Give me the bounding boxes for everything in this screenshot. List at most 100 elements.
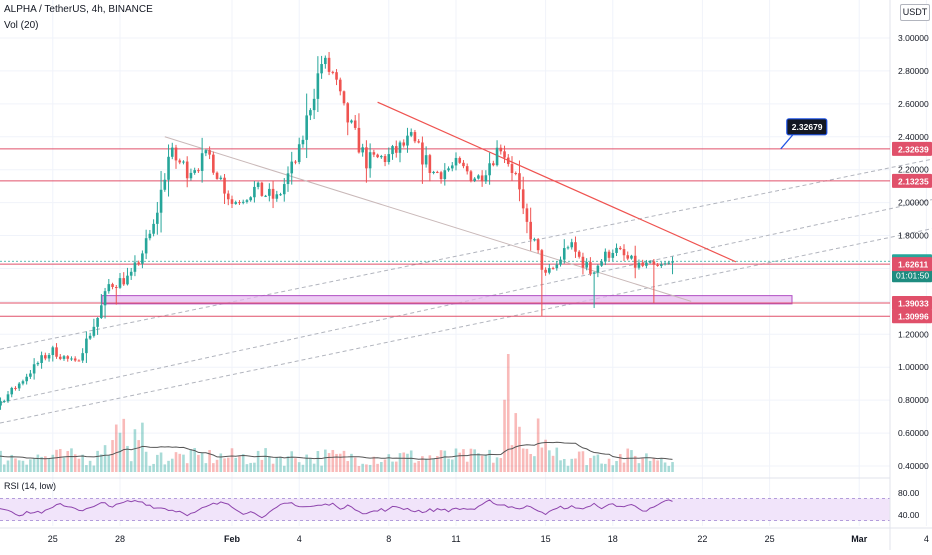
candle-body: [338, 79, 342, 92]
volume-bars: [0, 354, 674, 472]
volume-bar: [215, 459, 219, 472]
time-tick-label: 15: [541, 534, 551, 544]
volume-bar: [264, 448, 267, 472]
volume-bar: [570, 458, 574, 472]
volume-bar: [312, 463, 316, 472]
candle-body: [506, 157, 510, 165]
candle-body: [436, 171, 439, 173]
channel-line[interactable]: [0, 216, 932, 433]
volume-bar: [40, 456, 43, 472]
volume-bar: [380, 462, 383, 472]
time-tick-label: Mar: [851, 534, 868, 544]
volume-bar: [357, 465, 361, 472]
volume-bar: [294, 458, 297, 472]
volume-bar: [536, 418, 540, 472]
volume-bar: [320, 465, 323, 472]
candle-body: [488, 163, 491, 176]
volume-bar: [398, 453, 402, 472]
volume-bar: [480, 455, 484, 472]
candle-body: [596, 265, 600, 273]
candle-body: [163, 179, 167, 190]
volume-bar: [73, 454, 77, 472]
volume-bar: [29, 459, 32, 472]
candle-body: [398, 142, 402, 153]
volume-bar: [376, 463, 379, 472]
volume-bar: [297, 462, 301, 472]
candle-body: [126, 275, 129, 285]
volume-bar: [465, 461, 469, 472]
candle-body: [428, 155, 432, 173]
volume-bar: [44, 456, 47, 472]
volume-bar: [208, 449, 211, 472]
volume-bar: [144, 451, 148, 472]
volume-bar: [62, 457, 66, 472]
candle-body: [6, 394, 10, 401]
candle-body: [424, 155, 428, 165]
volume-bar: [503, 399, 506, 472]
candle-body: [480, 175, 484, 182]
volume-bar: [406, 453, 409, 472]
volume-bar: [17, 460, 21, 472]
price-tick-label: 1.80000: [898, 231, 929, 241]
candle-body: [133, 262, 137, 272]
candle-body: [170, 147, 174, 157]
candle-body: [660, 264, 663, 266]
candle-body: [503, 151, 506, 158]
volume-bar: [2, 464, 6, 472]
price-tick-label: 2.40000: [898, 132, 929, 142]
trendline[interactable]: [164, 136, 692, 302]
candle-body: [312, 98, 316, 111]
volume-bar: [469, 448, 473, 472]
trendline[interactable]: [377, 101, 737, 263]
volume-bar: [282, 465, 286, 472]
callout-box[interactable]: [786, 118, 828, 136]
candle-body: [234, 202, 238, 204]
volume-bar: [189, 449, 193, 472]
rsi-legend: RSI (14, low): [4, 481, 57, 491]
support-zone[interactable]: [101, 295, 793, 305]
volume-bar: [540, 447, 544, 472]
candle-body: [671, 261, 674, 263]
volume-bar: [671, 462, 674, 472]
volume-bar: [260, 459, 264, 472]
volume-bar: [551, 455, 555, 472]
candle-body: [559, 259, 562, 265]
volume-bar: [25, 464, 28, 472]
volume-bar: [286, 456, 290, 472]
volume-bar: [488, 449, 491, 472]
candle-body: [230, 199, 234, 204]
candle-body: [103, 291, 107, 306]
price-level-badge: [892, 141, 932, 156]
volume-bar: [660, 458, 663, 472]
volume-bar: [290, 451, 294, 472]
channel-line[interactable]: [0, 147, 932, 359]
candle-body: [566, 247, 570, 249]
candle-body: [193, 170, 196, 173]
candle-body: [279, 194, 282, 196]
currency-button[interactable]: USDT: [900, 4, 930, 21]
price-tick-label: 2.80000: [898, 66, 929, 76]
candle-body: [40, 355, 43, 363]
candle-body: [473, 178, 476, 181]
volume-bar: [421, 456, 424, 472]
volume-bar: [212, 463, 215, 472]
candle-body: [544, 269, 547, 273]
candle-body: [55, 347, 58, 357]
time-tick-label: 4: [924, 534, 929, 544]
candle-body: [148, 233, 152, 239]
candle-body: [469, 171, 473, 181]
volume-bar: [0, 450, 2, 472]
candle-body: [387, 154, 391, 163]
volume-bar: [656, 460, 659, 472]
candle-body: [197, 170, 200, 172]
candle-body: [29, 373, 32, 377]
candle-body: [510, 164, 514, 173]
price-tick-label: 2.20000: [898, 165, 929, 175]
candle-body: [383, 156, 387, 163]
candle-body: [607, 251, 611, 258]
volume-bar: [200, 453, 204, 472]
candle-body: [241, 201, 245, 203]
candle-body: [215, 172, 219, 179]
